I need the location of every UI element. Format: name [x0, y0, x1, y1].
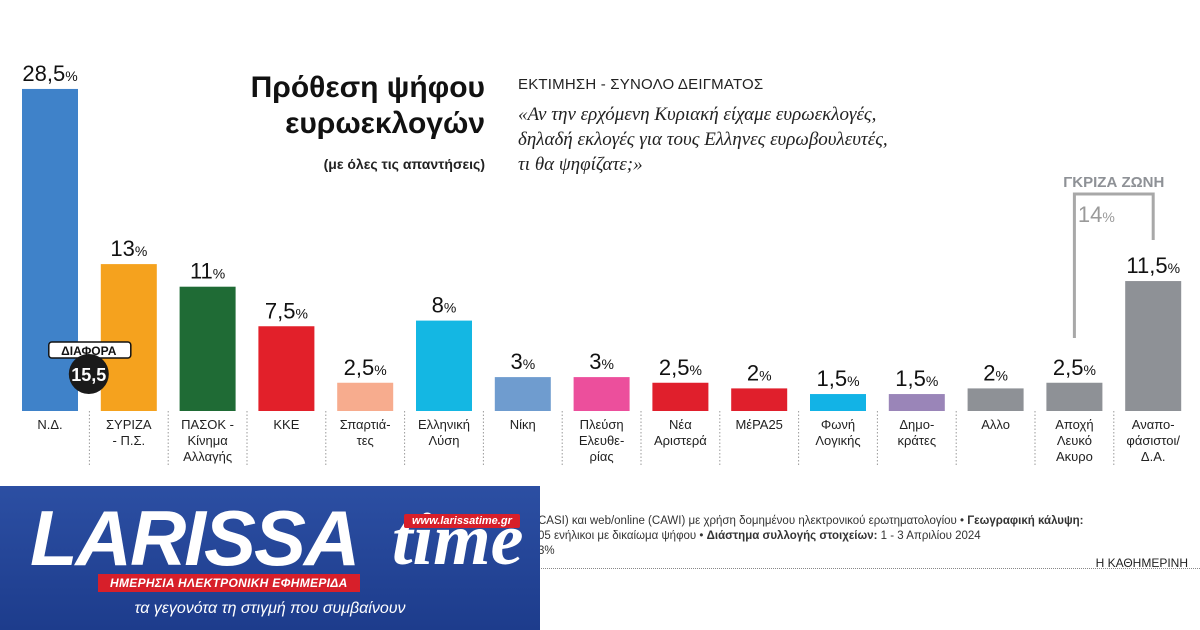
category-label: - Π.Σ.	[113, 433, 146, 448]
chart-title-line2: ευρωεκλογών	[285, 107, 485, 140]
question-line1: «Αν την ερχόμενη Κυριακή είχαμε ευρωεκλο…	[518, 104, 877, 125]
question-line2: δηλαδή εκλογές για τους Ελληνες ευρωβουλ…	[518, 129, 888, 150]
grey-zone-label: ΓΚΡΙΖΑ ΖΩΝΗ	[1063, 174, 1164, 191]
category-label: ρίας	[590, 449, 614, 464]
source-credit: Η ΚΑΘΗΜΕΡΙΝΗ	[1095, 556, 1188, 570]
chart-subtitle: (με όλες τις απαντήσεις)	[323, 156, 485, 172]
logo-time-script: time	[392, 499, 524, 581]
category-label: Ν.Δ.	[37, 417, 62, 432]
data-label: 2,5%	[344, 355, 387, 380]
difference-badge	[68, 354, 109, 394]
data-label: 1,5%	[816, 366, 859, 391]
category-label: Δ.Α.	[1141, 449, 1166, 464]
category-label: Ελευθε-	[579, 433, 624, 448]
category-label: Λύση	[428, 433, 459, 448]
category-label: Αλλο	[981, 417, 1010, 432]
methodology-note: CASI) και web/online (CAWI) με χρήση δομ…	[538, 514, 1200, 559]
survey-question: «Αν την ερχόμενη Κυριακή είχαμε ευρωεκλο…	[518, 102, 1038, 177]
data-label: 2,5%	[659, 355, 702, 380]
category-label: Λευκό	[1057, 433, 1092, 448]
bar	[1046, 382, 1103, 411]
logo-wordmark: LARISSA	[30, 494, 360, 582]
category-label: Αναπο-	[1132, 417, 1175, 432]
data-label: 11,5%	[1126, 253, 1180, 278]
methodology-text: 05 ενήλικοι με δικαίωμα ψήφου •	[538, 530, 707, 542]
category-label: Αποχή	[1055, 417, 1093, 432]
data-label: 1,5%	[895, 366, 938, 391]
bar	[258, 326, 315, 411]
data-label: 28,5%	[22, 61, 77, 86]
category-label: φάσιστοι/	[1126, 433, 1180, 448]
methodology-line1: CASI) και web/online (CAWI) με χρήση δομ…	[538, 514, 1200, 529]
bar	[179, 286, 236, 411]
question-line3: τι θα ψηφίζατε;»	[518, 154, 643, 175]
data-label: 3%	[510, 349, 535, 374]
data-label: 8%	[432, 293, 457, 318]
larissatime-banner[interactable]: LARISSA time www.larissatime.gr ΗΜΕΡΗΣΙΑ…	[0, 486, 540, 630]
category-label: Δημο-	[899, 417, 934, 432]
bar	[810, 394, 866, 411]
category-label: ΜέΡΑ25	[735, 417, 782, 432]
category-label: ΠΑΣΟΚ -	[181, 417, 234, 432]
bar	[573, 377, 630, 411]
bar	[967, 388, 1024, 411]
bar	[494, 377, 551, 411]
data-label: 2%	[747, 360, 772, 385]
category-label: ΚΚΕ	[273, 417, 299, 432]
category-label: Αλλαγής	[183, 449, 232, 464]
methodology-text: 1 - 3 Απριλίου 2024	[877, 530, 981, 542]
chart-title: Πρόθεση ψήφου ευρωεκλογών	[200, 70, 485, 142]
logo-tagline: ΗΜΕΡΗΣΙΑ ΗΛΕΚΤΡΟΝΙΚΗ ΕΦΗΜΕΡΙΔΑ	[98, 574, 360, 592]
footer-divider	[538, 568, 1200, 569]
category-label: Ακυρο	[1056, 449, 1093, 464]
bar	[1125, 281, 1182, 411]
category-label: Νίκη	[510, 417, 536, 432]
category-label: Σπαρτιά-	[340, 417, 391, 432]
methodology-bold: Διάστημα συλλογής στοιχείων:	[706, 530, 878, 542]
grey-zone-bracket	[1072, 192, 1155, 338]
category-label: ΣΥΡΙΖΑ	[106, 417, 152, 432]
data-label: 2%	[983, 360, 1008, 385]
data-label: 3%	[589, 349, 614, 374]
bar	[652, 382, 709, 411]
difference-value: 15,5	[71, 365, 106, 385]
chart-title-line1: Πρόθεση ψήφου	[250, 71, 485, 104]
bar	[337, 382, 394, 411]
category-label: Νέα	[669, 417, 692, 432]
bar	[416, 320, 472, 411]
methodology-line2: 05 ενήλικοι με δικαίωμα ψήφου • Διάστημα…	[538, 529, 1200, 544]
data-label: 11%	[190, 259, 225, 284]
category-label: Ελληνική	[418, 417, 470, 432]
category-label: Λογικής	[815, 433, 860, 448]
site-url[interactable]: www.larissatime.gr	[404, 514, 520, 528]
category-label: κράτες	[897, 433, 936, 448]
bar	[22, 88, 78, 411]
data-label: 2,5%	[1053, 355, 1096, 380]
data-label: 13%	[110, 236, 147, 261]
methodology-bold: Γεωγραφική κάλυψη:	[967, 515, 1084, 527]
category-label: Κίνημα	[187, 433, 228, 448]
category-label: Αριστερά	[654, 433, 707, 448]
methodology-line3: 3%	[538, 545, 555, 557]
bar	[731, 388, 788, 411]
category-label: Φωνή	[821, 417, 855, 432]
grey-zone-value: 14%	[1078, 202, 1115, 227]
bar	[100, 264, 157, 411]
logo-slogan: τα γεγονότα τη στιγμή που συμβαίνουν	[134, 600, 406, 617]
bar	[888, 394, 945, 411]
methodology-text: CASI) και web/online (CAWI) με χρήση δομ…	[538, 515, 968, 527]
estimate-label: ΕΚΤΙΜΗΣΗ - ΣΥΝΟΛΟ ΔΕΙΓΜΑΤΟΣ	[518, 76, 764, 93]
difference-label: ΔΙΑΦΟΡΑ	[61, 344, 117, 358]
category-label: Πλεύση	[580, 417, 624, 432]
data-label: 7,5%	[265, 298, 308, 323]
category-label: τες	[357, 433, 374, 448]
